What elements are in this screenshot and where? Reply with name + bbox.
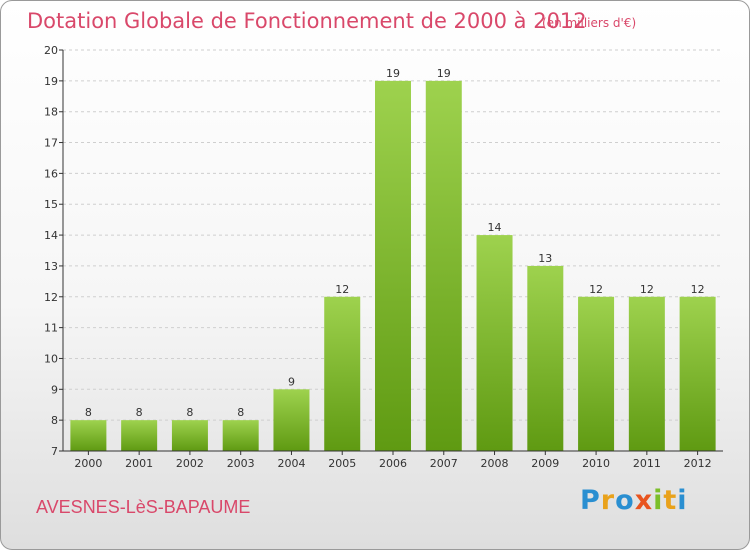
logo-letter: o (615, 485, 635, 516)
x-tick-label: 2004 (277, 457, 305, 470)
y-tick-label: 10 (44, 352, 58, 365)
y-tick-label: 13 (44, 260, 58, 273)
axes: 7 8 9 10 11 12 13 14 15 16 17 18 19 20 2000 2001 2002 200… (44, 44, 723, 470)
y-tick-label: 20 (44, 44, 58, 57)
bar-value-label: 8 (85, 406, 92, 419)
y-tick-label: 19 (44, 75, 58, 88)
logo-letter: i (653, 485, 664, 516)
bar-2012 (679, 296, 716, 451)
x-tick-label: 2003 (227, 457, 255, 470)
y-tick-label: 15 (44, 198, 58, 211)
x-tick-label: 2008 (481, 457, 509, 470)
bar-2002 (171, 420, 208, 451)
bar-value-label: 8 (237, 406, 244, 419)
bar-value-label: 12 (691, 283, 705, 296)
logo-letter: x (634, 485, 654, 516)
x-tick-label: 2006 (379, 457, 407, 470)
y-tick-label: 9 (51, 383, 58, 396)
x-tick-label: 2007 (430, 457, 458, 470)
bar-2009 (527, 265, 564, 451)
x-tick-label: 2010 (582, 457, 610, 470)
logo-letter: P (580, 485, 601, 516)
bar-2007 (425, 80, 462, 451)
x-tick-label: 2000 (74, 457, 102, 470)
bar-2000 (70, 420, 107, 451)
y-tick-label: 7 (51, 445, 58, 458)
bar-value-label: 12 (640, 283, 654, 296)
bar-value-label: 19 (386, 67, 400, 80)
bar-2005 (324, 296, 361, 451)
chart-unit-note: (en milliers d'€) (542, 16, 637, 30)
logo-letter: i (677, 485, 688, 516)
logo-letter: r (600, 485, 616, 516)
bar-value-label: 9 (288, 375, 295, 388)
y-tick-label: 8 (51, 414, 58, 427)
y-tick-label: 17 (44, 137, 58, 150)
bar-2010 (578, 296, 615, 451)
y-tick-label: 18 (44, 106, 58, 119)
bar-value-label: 8 (186, 406, 193, 419)
bar-value-label: 12 (335, 283, 349, 296)
bar-value-label: 13 (538, 252, 552, 265)
bar-2011 (628, 296, 665, 451)
x-tick-label: 2009 (531, 457, 559, 470)
bar-value-label: 14 (488, 221, 502, 234)
proxiti-logo[interactable]: Proxiti (580, 485, 688, 516)
x-tick-label: 2002 (176, 457, 204, 470)
bar-2008 (476, 235, 513, 451)
chart-title: Dotation Globale de Fonctionnement de 20… (27, 9, 587, 33)
bars: 8 8 8 8 9 12 19 19 14 13 12 12 12 (70, 67, 716, 451)
x-tick-label: 2012 (684, 457, 712, 470)
bar-2001 (121, 420, 158, 451)
x-tick-label: 2001 (125, 457, 153, 470)
bar-2006 (375, 80, 411, 451)
y-tick-label: 11 (44, 322, 58, 335)
x-tick-label: 2005 (328, 457, 356, 470)
y-tick-label: 16 (44, 167, 58, 180)
bar-chart: 8 8 8 8 9 12 19 19 14 13 12 12 12 7 8 9 10 11 12 13 14 15 16 1… (44, 44, 723, 470)
bar-value-label: 19 (437, 67, 451, 80)
logo-letter: t (663, 485, 678, 516)
bar-value-label: 8 (136, 406, 143, 419)
bar-2004 (273, 389, 310, 451)
y-tick-label: 14 (44, 229, 58, 242)
bar-2003 (222, 420, 259, 451)
x-tick-label: 2011 (633, 457, 661, 470)
city-name: AVESNES-LèS-BAPAUME (36, 497, 251, 517)
y-tick-label: 12 (44, 291, 58, 304)
bar-value-label: 12 (589, 283, 603, 296)
